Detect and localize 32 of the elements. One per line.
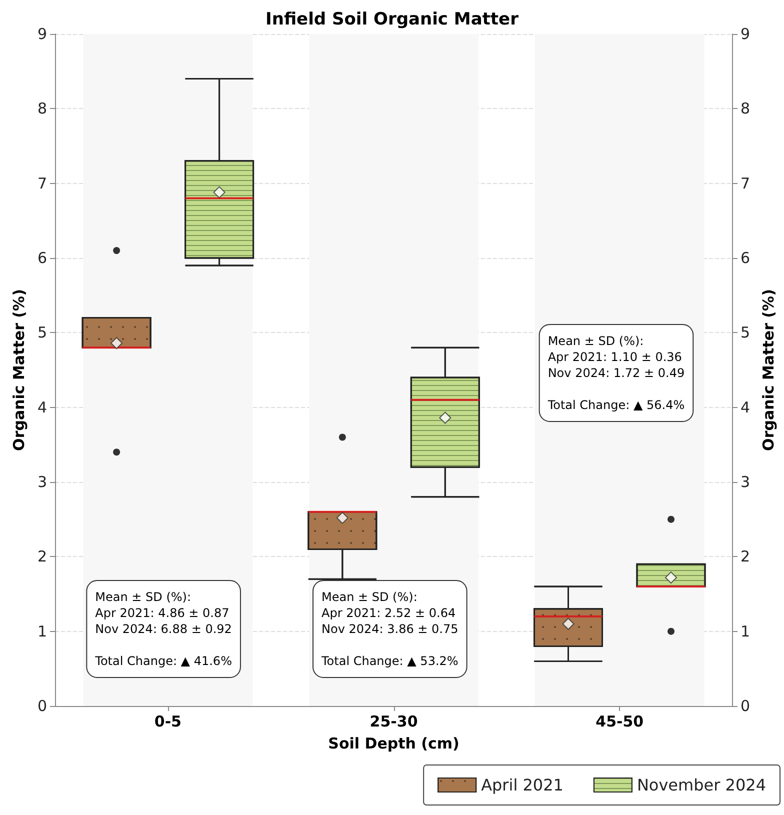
x-tick-label: 25-30: [370, 712, 418, 730]
x-tick-label: 45-50: [596, 712, 644, 730]
y2-tick-label: 1: [740, 622, 750, 640]
y2-tick-label: 7: [740, 174, 750, 192]
chart-title: Infield Soil Organic Matter: [266, 10, 520, 30]
y2-tick-label: 4: [740, 398, 750, 416]
x-axis-title: Soil Depth (cm): [328, 734, 460, 752]
y2-tick-label: 6: [740, 249, 750, 267]
y2-tick-label: 5: [740, 324, 750, 342]
y-tick-label: 6: [37, 249, 47, 267]
x-tick-label: 0-5: [154, 712, 182, 730]
y2-tick-label: 8: [740, 100, 750, 118]
y-tick-label: 7: [37, 174, 47, 192]
y2-tick-label: 2: [740, 548, 750, 566]
y-tick-label: 3: [37, 473, 47, 491]
y-tick-label: 2: [37, 548, 47, 566]
y2-tick-label: 9: [740, 25, 750, 43]
legend-label: November 2024: [636, 776, 766, 794]
y2-tick-label: 3: [740, 473, 750, 491]
y-axis-title: Organic Matter (%): [10, 289, 28, 451]
y-tick-label: 0: [37, 697, 47, 715]
y-tick-label: 5: [37, 324, 47, 342]
y2-tick-label: 0: [740, 697, 750, 715]
y-tick-label: 9: [37, 25, 47, 43]
y-tick-label: 8: [37, 100, 47, 118]
y2-axis-title: Organic Matter (%): [760, 289, 778, 451]
y-tick-label: 1: [37, 622, 47, 640]
text: Mean ± SD (%): Apr 2021: 2.52 ± 0.64 Nov 2024: 3.86 ± 0.75 Total Change: ▲ 53.2%: [322, 590, 458, 668]
legend-label: April 2021: [481, 776, 564, 794]
text: Mean ± SD (%): Apr 2021: 1.10 ± 0.36 Nov 2024: 1.72 ± 0.49 Total Change: ▲ 56.4%: [548, 334, 685, 412]
text: Mean ± SD (%): Apr 2021: 4.86 ± 0.87 Nov 2024: 6.88 ± 0.92 Total Change: ▲ 41.6%: [95, 590, 232, 668]
y-tick-label: 4: [37, 398, 47, 416]
